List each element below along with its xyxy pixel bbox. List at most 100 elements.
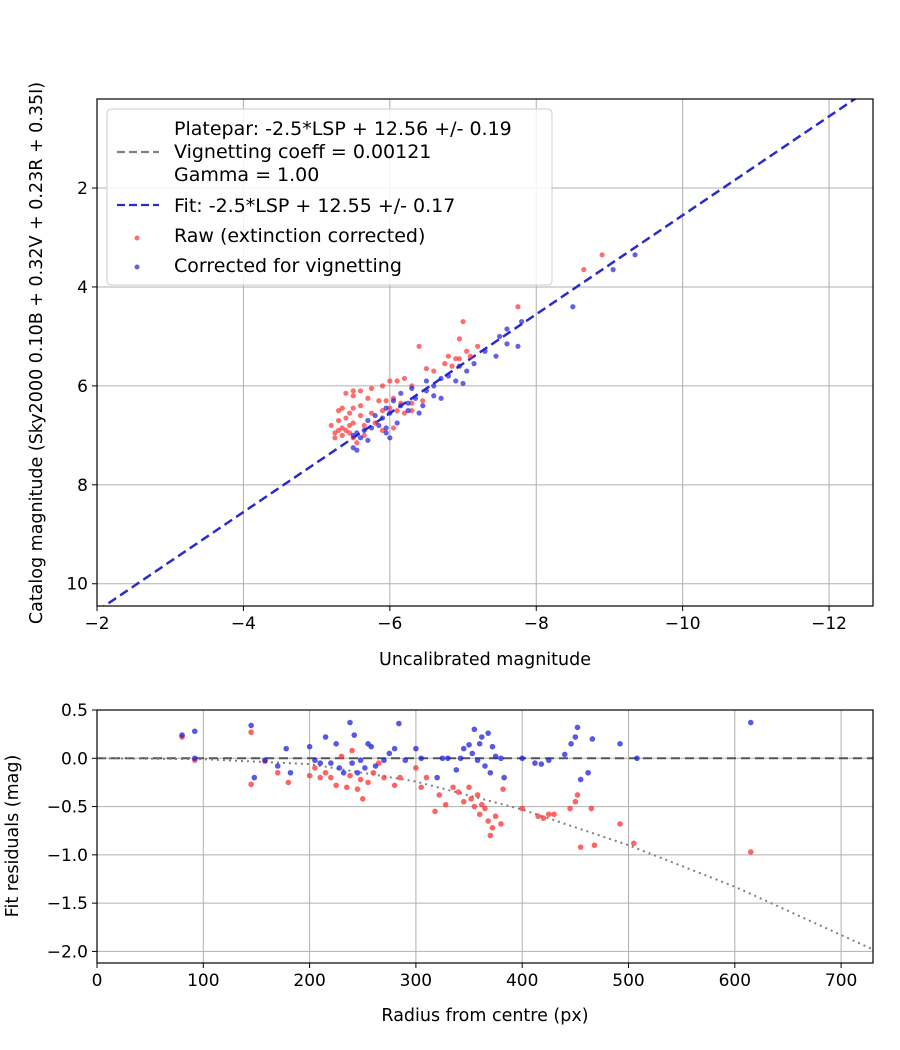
top-corrected-point — [420, 403, 426, 409]
bottom-corrected-residual-point — [561, 751, 568, 758]
bottom-corrected-residual-point — [634, 755, 640, 762]
top-corrected-point — [354, 447, 360, 453]
bottom-corrected-residual-point — [354, 769, 361, 776]
bottom-raw-residual-point — [545, 811, 552, 818]
top-corrected-point — [493, 353, 499, 359]
top-corrected-point — [361, 427, 367, 434]
bottom-raw-residual-point — [500, 786, 506, 792]
top-legend: Platepar: -2.5*LSP + 12.56 +/- 0.19 Vign… — [106, 108, 553, 286]
bottom-raw-residual-point — [397, 774, 403, 781]
bottom-x-tick-label: 0 — [92, 971, 103, 991]
top-y-tick-label: 8 — [77, 476, 88, 496]
top-raw-point — [445, 353, 451, 359]
bottom-corrected-residual-point — [317, 760, 324, 766]
top-raw-point — [390, 425, 397, 431]
top-raw-point — [332, 435, 338, 441]
bottom-grid — [96, 709, 873, 963]
legend-vignetting-text: Vignetting coeff = 0.00121 — [174, 141, 431, 163]
top-corrected-point — [445, 373, 451, 379]
top-corrected-point — [519, 318, 525, 325]
top-corrected-point — [632, 252, 638, 258]
top-corrected-point — [460, 380, 466, 387]
bottom-raw-residual-point — [381, 774, 387, 781]
bottom-corrected-residual-point — [574, 724, 581, 731]
bottom-corrected-residual-point — [347, 719, 353, 726]
top-raw-point — [346, 410, 353, 416]
top-y-tick-label: 10 — [66, 575, 88, 595]
bottom-raw-residual-point — [482, 805, 488, 812]
bottom-corrected-residual-point — [179, 732, 185, 738]
top-corrected-point — [409, 385, 415, 391]
bottom-raw-residual-point — [479, 801, 485, 808]
top-corrected-point — [365, 417, 371, 424]
bottom-corrected-residual-point — [487, 769, 494, 776]
bottom-corrected-residual-point — [474, 757, 481, 764]
top-corrected-point — [350, 445, 356, 451]
bottom-data-points — [179, 719, 754, 855]
bottom-corrected-residual-point — [457, 755, 464, 762]
top-raw-point — [464, 348, 470, 354]
bottom-raw-residual-point — [248, 729, 254, 736]
bottom-corrected-residual-point — [532, 760, 538, 766]
top-x-axis-ticks: −2 −4 −6 −8 −10 −12 — [84, 606, 847, 634]
bottom-raw-residual-point — [631, 840, 637, 847]
bottom-corrected-residual-point — [402, 757, 409, 764]
bottom-reference-lines — [97, 757, 873, 951]
bottom-corrected-residual-point — [333, 740, 339, 747]
top-raw-point — [361, 432, 367, 438]
bottom-raw-residual-point — [391, 782, 398, 789]
bottom-corrected-residual-point — [572, 734, 579, 740]
top-raw-point — [350, 405, 356, 411]
bottom-corrected-residual-point — [498, 755, 504, 762]
bottom-corrected-residual-point — [577, 776, 584, 783]
bottom-y-axis-label: Fit residuals (mag) — [3, 755, 23, 918]
bottom-corrected-residual-point — [485, 730, 491, 736]
legend-raw-text: Raw (extinction corrected) — [174, 225, 425, 247]
top-raw-point — [442, 361, 448, 367]
bottom-raw-residual-point — [574, 792, 581, 798]
top-corrected-point — [354, 430, 360, 436]
bottom-corrected-residual-point — [248, 722, 254, 729]
bottom-corrected-residual-point — [585, 769, 591, 776]
top-raw-point — [368, 385, 375, 391]
bottom-raw-residual-point — [498, 821, 504, 827]
top-raw-point — [475, 343, 481, 349]
top-corrected-point — [379, 415, 386, 421]
top-raw-point — [339, 432, 345, 438]
bottom-raw-residual-point — [359, 796, 366, 802]
bottom-raw-residual-point — [365, 779, 371, 786]
top-data-points — [328, 252, 638, 453]
bottom-y-tick-label: −1.0 — [47, 846, 88, 866]
bottom-corrected-residual-point — [545, 757, 552, 764]
top-corrected-point — [456, 363, 462, 369]
bottom-raw-residual-point — [492, 813, 499, 820]
top-raw-point — [394, 408, 400, 414]
legend-platepar-text: Platepar: -2.5*LSP + 12.56 +/- 0.19 — [174, 118, 512, 140]
bottom-x-tick-label: 200 — [293, 971, 325, 991]
top-corrected-point — [423, 388, 430, 394]
bottom-corrected-residual-point — [460, 745, 467, 752]
bottom-y-tick-label: −0.5 — [47, 798, 88, 818]
top-raw-point — [335, 427, 342, 434]
top-raw-point — [357, 403, 364, 409]
top-raw-point — [456, 336, 462, 342]
top-corrected-point — [515, 343, 521, 349]
bottom-x-tick-label: 400 — [506, 971, 538, 991]
residuals-scatter-plot: 0 100 200 300 400 500 600 700 0.5 0.0 −0.5 −1.0 −1.… — [3, 701, 874, 1026]
bottom-raw-residual-point — [338, 753, 345, 760]
top-y-tick-label: 2 — [77, 179, 88, 199]
top-corrected-point — [416, 410, 422, 416]
vignetting-model-curve — [97, 757, 873, 951]
bottom-raw-residual-point — [354, 786, 361, 792]
bottom-corrected-residual-point — [312, 757, 318, 764]
top-y-tick-label: 6 — [77, 377, 88, 397]
bottom-raw-residual-point — [551, 811, 557, 818]
top-corrected-point — [387, 435, 393, 441]
bottom-raw-residual-point — [476, 811, 483, 818]
bottom-x-axis-ticks: 0 100 200 300 400 500 600 700 — [92, 963, 857, 991]
top-x-tick-label: −8 — [524, 614, 549, 634]
top-corrected-point — [368, 425, 375, 431]
top-corrected-point — [423, 378, 430, 384]
top-raw-point — [599, 252, 605, 258]
top-corrected-point — [412, 395, 419, 401]
